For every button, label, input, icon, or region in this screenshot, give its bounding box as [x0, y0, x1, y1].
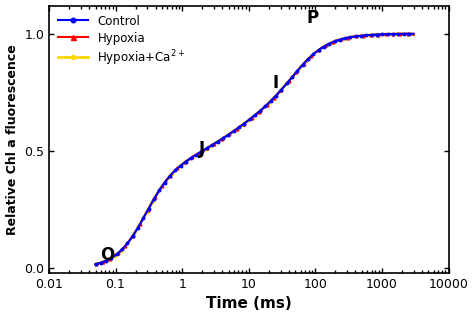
Control	[305, 57, 311, 61]
Hypoxia	[332, 39, 338, 43]
Control	[93, 262, 99, 266]
Hypoxia+Ca$^{2+}$	[237, 125, 242, 129]
Hypoxia+Ca$^{2+}$	[149, 201, 155, 205]
Control	[149, 201, 155, 205]
Control	[332, 39, 338, 43]
Hypoxia	[305, 57, 311, 61]
Hypoxia	[93, 262, 99, 266]
Control	[237, 125, 242, 129]
Line: Control: Control	[94, 32, 415, 266]
Line: Hypoxia+Ca$^{2+}$: Hypoxia+Ca$^{2+}$	[94, 33, 415, 265]
Text: P: P	[306, 9, 319, 27]
Line: Hypoxia: Hypoxia	[94, 32, 415, 266]
Hypoxia+Ca$^{2+}$	[174, 166, 180, 170]
Text: I: I	[272, 74, 278, 92]
Hypoxia+Ca$^{2+}$	[411, 33, 417, 36]
Y-axis label: Relative Chl a fluorescence: Relative Chl a fluorescence	[6, 44, 18, 235]
Hypoxia+Ca$^{2+}$	[280, 86, 286, 90]
Hypoxia+Ca$^{2+}$	[332, 39, 338, 43]
Hypoxia+Ca$^{2+}$	[305, 57, 311, 61]
Text: J: J	[199, 140, 205, 158]
Hypoxia	[237, 125, 242, 129]
Control	[280, 86, 286, 90]
Hypoxia	[406, 32, 412, 36]
Hypoxia+Ca$^{2+}$	[408, 32, 413, 36]
Legend: Control, Hypoxia, Hypoxia+Ca$^{2+}$: Control, Hypoxia, Hypoxia+Ca$^{2+}$	[55, 11, 189, 71]
Text: O: O	[100, 246, 114, 264]
Hypoxia+Ca$^{2+}$	[93, 262, 99, 266]
Hypoxia	[280, 86, 286, 90]
X-axis label: Time (ms): Time (ms)	[206, 296, 292, 311]
Hypoxia	[174, 166, 180, 170]
Control	[411, 32, 417, 36]
Control	[174, 166, 180, 170]
Hypoxia	[149, 201, 155, 205]
Hypoxia	[411, 33, 417, 37]
